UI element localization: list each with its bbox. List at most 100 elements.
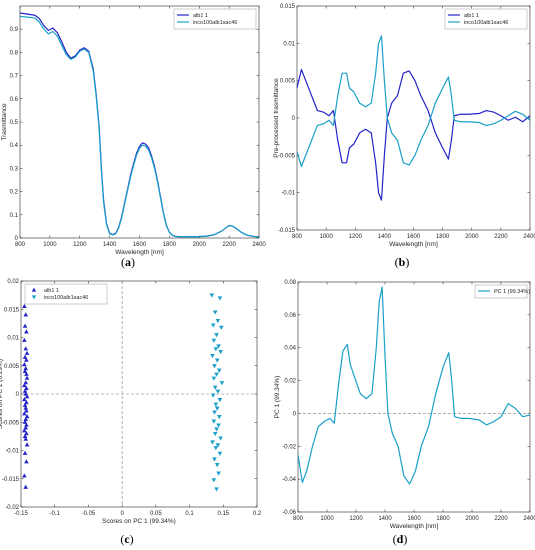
scatter-point	[214, 372, 219, 377]
x-tick-label: -0.15	[14, 511, 28, 517]
x-tick-label: 1400	[103, 242, 117, 248]
x-tick-label: 2000	[465, 234, 479, 240]
scatter-point	[22, 382, 27, 388]
x-tick-label: 0	[120, 511, 124, 517]
scatter-point	[213, 446, 219, 451]
scatter-point	[216, 423, 221, 428]
scatter-point	[214, 463, 220, 468]
legend: PC 1 (99.34%)	[474, 284, 530, 299]
scatter-point	[23, 365, 29, 371]
scatter-point	[214, 427, 219, 432]
x-tick-label: 0.2	[253, 511, 262, 517]
y-tick-label: 0.01	[283, 41, 295, 47]
x-tick-label: 2400	[523, 234, 535, 240]
x-tick-label: 2200	[494, 516, 508, 522]
series-line-1	[20, 12, 259, 238]
x-tick-label: 1600	[133, 242, 147, 248]
scatter-point	[216, 368, 222, 373]
scatter-point	[210, 323, 216, 328]
y-tick-label: 0.3	[10, 166, 19, 172]
x-tick-label: 1000	[43, 242, 57, 248]
scatter-point	[211, 338, 217, 343]
scatter-point	[24, 414, 30, 419]
scatter-point	[24, 459, 29, 464]
scatter-point	[214, 333, 219, 338]
x-tick-label: -0.1	[50, 511, 61, 517]
y-tick-label: 0.005	[280, 79, 296, 85]
x-tick-label: 2400	[523, 516, 535, 522]
legend-marker	[31, 287, 37, 292]
scatter-point	[212, 364, 217, 369]
scatter-point	[211, 478, 217, 483]
scatter-point	[211, 376, 217, 381]
scatter-point	[23, 416, 29, 422]
y-tick-label: 0.015	[280, 4, 296, 10]
scatter-point	[22, 362, 27, 367]
scatter-point	[22, 411, 27, 416]
y-tick-label: 0.6	[10, 97, 19, 103]
panel-label: (d)	[393, 532, 408, 546]
chart-panel-4: 800 1000 1200 1400 1600 1800 2000 2200 2400 -0.06…	[274, 280, 535, 546]
series-line-2	[20, 15, 259, 238]
x-tick-label: 2400	[252, 242, 266, 248]
series-line-2	[297, 35, 530, 168]
x-tick-label: 800	[293, 516, 304, 522]
plot-frame	[297, 281, 531, 513]
scatter-point	[218, 325, 224, 330]
y-tick-label: 0.2	[10, 190, 19, 196]
scatter-point	[23, 380, 29, 385]
y-tick-label: 0.01	[7, 336, 19, 342]
x-tick-label: 2000	[193, 242, 207, 248]
scatter-point	[24, 350, 30, 355]
chart-panel-3: -0.15 -0.1 -0.05 0 0.05 0.1 0.15 0.2 -0.02 -0.015…	[0, 279, 262, 546]
x-tick-label: -0.05	[82, 511, 96, 517]
scatter-point	[212, 431, 218, 437]
y-tick-label: -0.02	[5, 505, 19, 511]
scatter-point	[210, 353, 215, 359]
scatter-point	[23, 346, 29, 351]
x-axis-label: Wavelength [nm]	[389, 241, 438, 248]
scatter-point	[215, 389, 221, 394]
scatter-point	[216, 344, 221, 349]
scatter-point	[217, 451, 223, 456]
scatter-point	[215, 318, 221, 324]
legend-label: alb1 1	[44, 288, 59, 294]
y-tick-label: 0.06	[284, 313, 296, 319]
y-tick-label: -0.005	[278, 153, 296, 159]
scatter-point	[23, 484, 29, 489]
scatter-point	[215, 443, 221, 448]
x-tick-label: 2000	[465, 516, 479, 522]
scatter-point	[22, 428, 27, 433]
legend-label: inco100alb1sac46	[464, 20, 508, 26]
scatter-point	[24, 385, 29, 390]
panel-label: (b)	[395, 255, 410, 269]
x-tick-label: 1600	[407, 234, 421, 240]
y-tick-label: 0.04	[284, 346, 296, 352]
scatter-point	[22, 323, 28, 328]
y-axis-label: Scores on PC 2 (0.29%)	[0, 359, 4, 429]
y-tick-label: 0.015	[4, 307, 20, 313]
scatter-point	[213, 347, 219, 352]
x-tick-label: 1800	[163, 242, 177, 248]
scatter-point	[209, 293, 215, 298]
x-tick-label: 1800	[436, 516, 450, 522]
scatter-point	[24, 371, 29, 376]
x-axis-label: Scores on PC 1 (99.34%)	[102, 518, 176, 525]
y-tick-label: -0.01	[281, 191, 295, 197]
series-line-1	[298, 286, 530, 485]
scatter-point	[24, 408, 29, 413]
y-tick-label: 0.7	[10, 74, 19, 80]
scatter-point	[22, 473, 27, 478]
scatter-point	[23, 425, 29, 430]
y-tick-label: -0.015	[278, 228, 296, 234]
scatter-point	[214, 487, 219, 492]
y-tick-label: -0.01	[5, 449, 19, 455]
scatter-point	[22, 354, 28, 359]
x-tick-label: 2200	[222, 242, 236, 248]
scatter-point	[218, 350, 223, 355]
y-tick-label: -0.015	[2, 477, 20, 483]
scatter-point	[212, 385, 218, 390]
x-tick-label: 0.15	[217, 511, 229, 517]
